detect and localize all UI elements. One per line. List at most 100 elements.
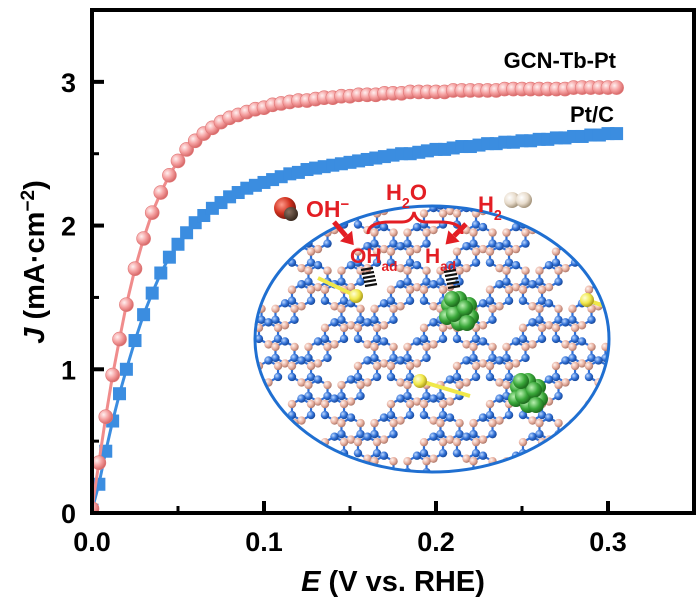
carbon-atom (495, 263, 504, 273)
carbon-atom (238, 419, 246, 427)
nitrogen-atom (568, 239, 577, 248)
carbon-atom (297, 302, 306, 311)
carbon-atom (462, 263, 471, 273)
nitrogen-atom (241, 411, 249, 419)
carbon-atom (372, 323, 382, 333)
carbon-atom (627, 454, 635, 462)
nitrogen-atom (518, 410, 528, 420)
carbon-atom (330, 188, 338, 196)
nitrogen-atom (637, 182, 645, 190)
carbon-atom (339, 323, 349, 333)
carbon-atom (554, 266, 563, 275)
carbon-atom (323, 266, 332, 275)
carbon-atom (611, 359, 619, 367)
carbon-atom (485, 361, 495, 371)
nitrogen-atom (438, 334, 448, 344)
nitrogen-atom (363, 241, 372, 251)
nitrogen-atom (396, 241, 405, 251)
terbium-atom (413, 374, 427, 388)
nitrogen-atom (346, 261, 356, 270)
nitrogen-atom (264, 356, 273, 365)
nitrogen-atom (387, 487, 395, 495)
nitrogen-atom (337, 391, 346, 401)
lattice-ring (257, 244, 280, 270)
nitrogen-atom (604, 487, 612, 495)
nitrogen-atom (561, 318, 570, 327)
carbon-atom (585, 171, 593, 179)
carbon-atom (222, 286, 230, 294)
water-split-brace (366, 211, 464, 235)
carbon-atom (306, 285, 316, 294)
nitrogen-atom (611, 452, 619, 460)
nitrogen-atom (587, 468, 596, 472)
carbon-atom (346, 397, 356, 406)
nitrogen-atom (231, 432, 239, 440)
carbon-atom (518, 285, 528, 294)
carbon-atom (224, 267, 232, 275)
carbon-atom (570, 437, 580, 447)
nitrogen-atom (396, 166, 404, 174)
lattice-ring (325, 170, 344, 192)
nitrogen-atom (290, 353, 299, 363)
nitrogen-atom (519, 182, 527, 190)
data-point-gcn-tb-pt (136, 231, 151, 246)
nitrogen-atom (584, 258, 594, 267)
carbon-atom (396, 302, 405, 311)
nitrogen-atom (429, 394, 438, 403)
nitrogen-atom (537, 296, 547, 305)
nitrogen-atom (280, 299, 290, 308)
carbon-atom (660, 340, 668, 348)
nitrogen-atom (651, 220, 659, 228)
carbon-atom (413, 474, 421, 482)
carbon-atom (215, 245, 223, 253)
nitrogen-atom (386, 410, 396, 420)
nitrogen-atom (297, 280, 306, 289)
carbon-atom (667, 305, 675, 313)
nitrogen-atom (419, 410, 429, 420)
carbon-atom (304, 266, 313, 275)
lattice-ring (538, 206, 560, 213)
carbon-atom (469, 457, 478, 466)
nitrogen-atom (535, 429, 544, 439)
carbon-atom (264, 225, 273, 235)
nitrogen-atom (471, 258, 481, 267)
data-point-gcn-tb-pt (153, 185, 169, 200)
nitrogen-atom (273, 372, 283, 382)
nitrogen-atom (205, 239, 213, 247)
carbon-atom (271, 342, 280, 352)
carbon-atom (594, 416, 603, 425)
carbon-atom (660, 226, 668, 234)
carbon-atom (561, 454, 570, 463)
nitrogen-atom (222, 411, 230, 419)
nitrogen-atom (587, 315, 596, 325)
nitrogen-atom (488, 353, 497, 363)
nitrogen-atom (660, 432, 668, 440)
nitrogen-atom (551, 334, 561, 344)
axis-ticks: 0.0 0.1 0.2 0.3 0 1 2 3 (61, 68, 627, 557)
carbon-atom (438, 437, 448, 447)
carbon-atom (670, 324, 678, 332)
platinum-atom (513, 373, 529, 389)
nitrogen-atom (231, 204, 239, 212)
carbon-atom (469, 228, 478, 237)
carbon-atom (306, 399, 316, 409)
nitrogen-atom (637, 297, 645, 305)
carbon-atom (419, 209, 429, 218)
carbon-atom (611, 474, 619, 482)
nitrogen-atom (419, 296, 429, 305)
carbon-atom (313, 244, 323, 254)
carbon-atom (297, 416, 306, 425)
carbon-atom (330, 454, 339, 463)
carbon-atom (587, 190, 595, 198)
nitrogen-atom (568, 206, 577, 210)
lattice-ring (589, 170, 608, 192)
carbon-atom (379, 244, 389, 254)
carbon-atom (471, 437, 481, 447)
nitrogen-atom (505, 182, 513, 190)
carbon-atom (406, 476, 414, 484)
carbon-atom (405, 247, 415, 256)
carbon-atom (478, 321, 488, 330)
nitrogen-atom (511, 337, 521, 346)
carbon-atom (436, 418, 445, 428)
nitrogen-atom (257, 429, 266, 439)
